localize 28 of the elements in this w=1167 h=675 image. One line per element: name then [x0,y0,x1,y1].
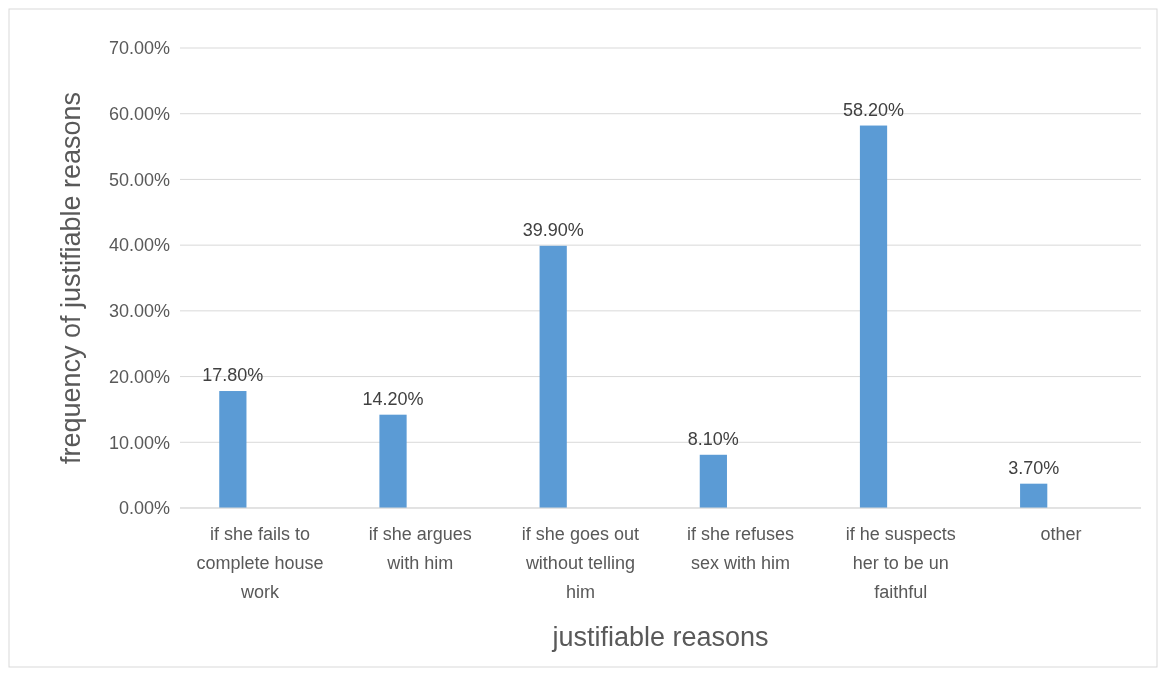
x-tick-label: if she refuses sex with him [687,524,795,573]
x-axis-title: justifiable reasons [551,622,769,652]
y-tick-label: 0.00% [118,498,170,519]
y-tick-label: 70.00% [108,38,170,59]
y-tick-label: 40.00% [108,235,170,256]
y-tick-label: 10.00% [108,432,170,453]
y-tick-label: 20.00% [108,366,170,387]
data-label: 8.10% [687,428,739,449]
x-tick-label: if she fails to complete house work [196,524,324,602]
bar [1020,483,1048,508]
y-axis-title: frequency of justifiable reasons [56,91,86,465]
y-tick-label: 30.00% [108,301,170,322]
x-tick-label: other [1040,524,1082,544]
x-tick-label: if he suspects her to be un faithful [845,524,956,602]
y-tick-label: 60.00% [108,104,170,125]
bar [219,391,247,508]
data-label: 39.90% [522,219,584,240]
data-label: 14.20% [362,388,424,409]
data-label: 17.80% [202,365,264,386]
y-tick-label: 50.00% [108,169,170,190]
bar [539,245,567,508]
bar [699,454,727,508]
bar [859,125,888,508]
x-tick-label: if she argues with him [368,524,472,573]
data-label: 3.70% [1008,457,1060,478]
x-tick-label: if she goes out without telling him [521,524,639,602]
data-label: 58.20% [842,99,905,120]
bar [379,414,407,508]
